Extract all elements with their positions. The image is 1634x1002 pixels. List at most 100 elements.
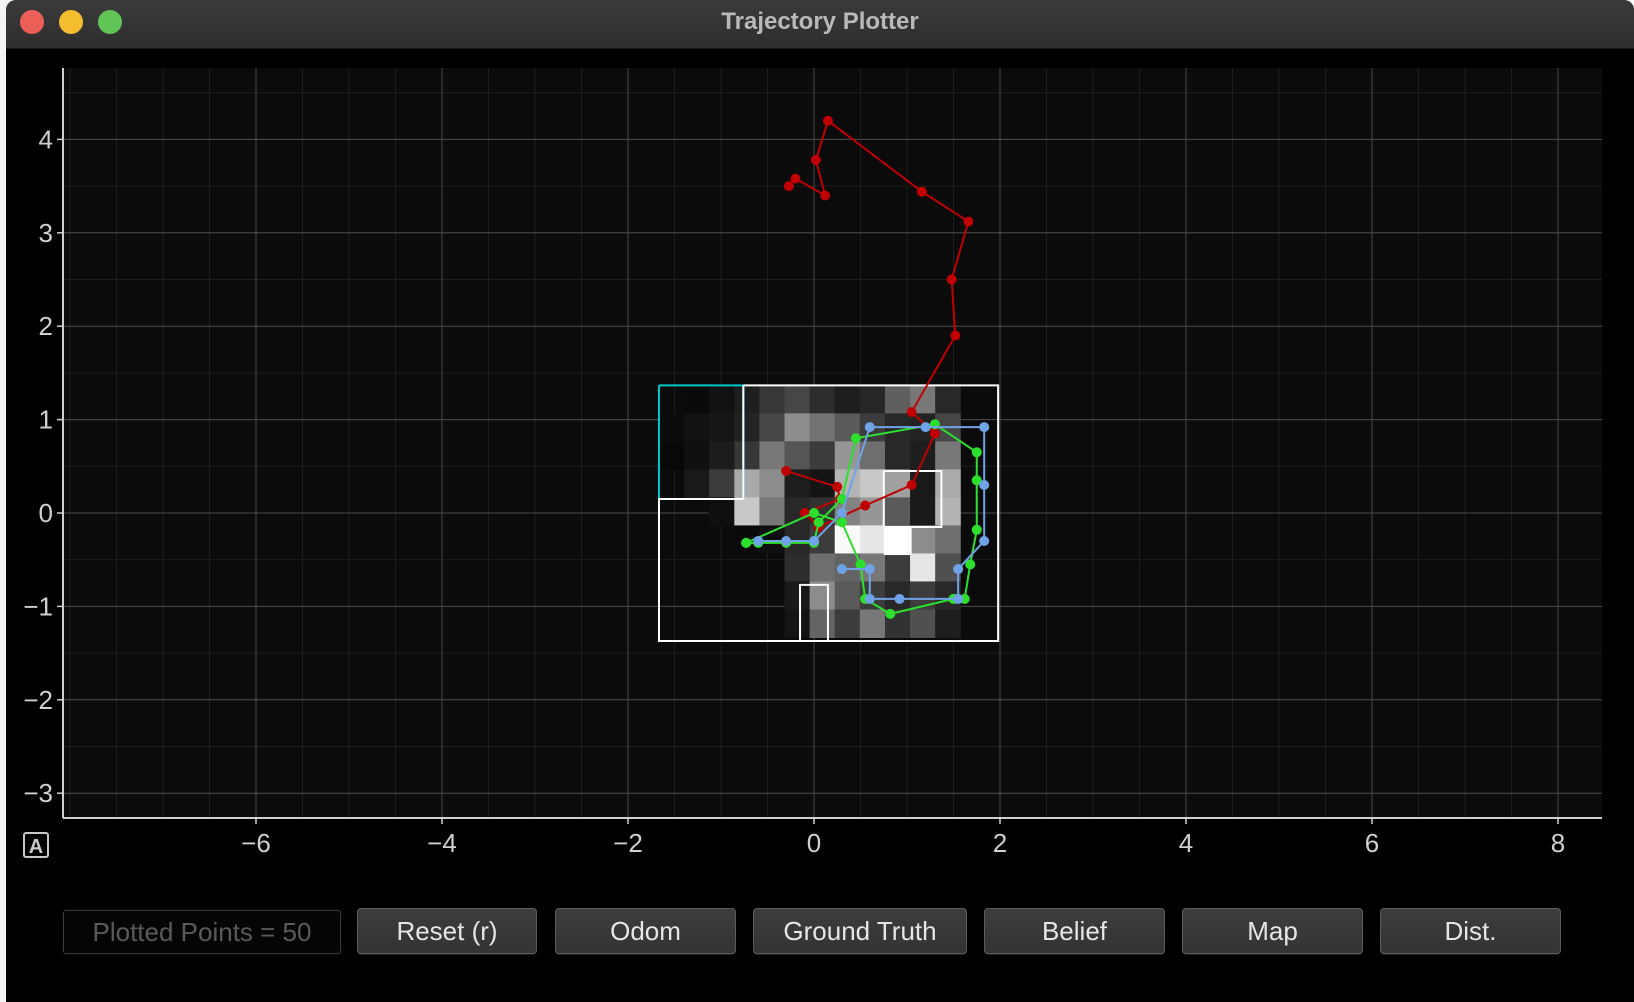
data-point	[860, 500, 871, 511]
map-cell	[884, 441, 911, 470]
trajectory-plotter-window: Trajectory Plotter −6 −4 −2 0 2 4 6 8 −3 −2 −1 0 1 2 3…	[6, 0, 1634, 1002]
bright-cell	[883, 527, 912, 556]
map-cell	[884, 385, 911, 414]
data-point	[753, 536, 764, 547]
data-point	[810, 154, 821, 165]
minimize-button[interactable]	[59, 10, 83, 34]
y-tick-label: 1	[39, 405, 53, 435]
map-cell	[809, 441, 836, 470]
data-point	[836, 517, 847, 528]
map-cell	[935, 609, 961, 639]
odom-button[interactable]: Odom	[555, 908, 736, 954]
x-tick-label: 0	[807, 828, 821, 858]
map-cell	[935, 385, 961, 414]
map-cell	[709, 413, 735, 442]
map-cell	[658, 413, 685, 442]
background-window-edge	[0, 0, 8, 1002]
map-cell	[910, 609, 936, 639]
map-cell	[809, 413, 836, 442]
map-cell	[910, 497, 936, 526]
map-cell	[935, 441, 961, 470]
map-cell	[684, 385, 710, 414]
map-cell	[734, 497, 760, 526]
map-cell	[709, 497, 735, 526]
data-point	[894, 593, 905, 604]
map-cell	[734, 385, 760, 414]
data-point	[971, 524, 982, 535]
map-cell	[910, 441, 936, 470]
data-point	[741, 537, 752, 548]
map-cell	[809, 469, 836, 498]
map-cell	[809, 385, 836, 414]
map-cell	[759, 413, 786, 442]
y-tick-label: 3	[39, 218, 53, 248]
x-tick-label: 2	[993, 828, 1007, 858]
data-point	[929, 428, 940, 439]
map-cell	[734, 413, 760, 442]
data-point	[864, 593, 875, 604]
data-point	[971, 475, 982, 486]
map-button[interactable]: Map	[1182, 908, 1363, 954]
y-tick-label: 2	[39, 311, 53, 341]
map-cell	[734, 441, 760, 470]
map-cell	[935, 469, 961, 498]
data-point	[971, 447, 982, 458]
data-point	[979, 422, 990, 433]
map-cell	[884, 497, 911, 526]
reset-button[interactable]: Reset (r)	[357, 908, 537, 954]
data-point	[850, 433, 861, 444]
map-cell	[784, 385, 811, 414]
dist-button[interactable]: Dist.	[1380, 908, 1561, 954]
data-point	[963, 216, 974, 227]
map-cell	[759, 469, 786, 498]
map-obstacle	[799, 583, 829, 641]
close-button[interactable]	[20, 10, 44, 34]
zoom-button[interactable]	[98, 10, 122, 34]
data-point	[965, 559, 976, 570]
map-outer-wall	[657, 384, 1000, 642]
map-cell	[834, 525, 861, 554]
map-cell	[809, 581, 836, 610]
x-tick-label: −6	[241, 828, 271, 858]
map-cell	[809, 609, 836, 639]
map-cell	[759, 385, 786, 414]
auto-range-button[interactable]: A	[23, 832, 49, 858]
x-tick-label: 8	[1551, 828, 1565, 858]
data-point	[790, 173, 801, 184]
map-cell	[910, 525, 936, 554]
map-cell	[834, 441, 861, 470]
map-cell	[709, 385, 735, 414]
data-point	[906, 479, 917, 490]
map-cell	[684, 469, 710, 498]
trajectory-series	[741, 115, 990, 619]
x-tick-label: 6	[1365, 828, 1379, 858]
y-tick-label: −3	[23, 778, 53, 808]
data-point	[813, 517, 824, 528]
belief-button[interactable]: Belief	[984, 908, 1165, 954]
map-cell	[784, 441, 811, 470]
map-cell	[684, 441, 710, 470]
map-cell	[834, 581, 861, 610]
map-cell	[759, 525, 786, 554]
data-point	[783, 181, 794, 192]
data-point	[836, 564, 847, 575]
ground-truth-button[interactable]: Ground Truth	[753, 908, 967, 954]
data-point	[920, 422, 931, 433]
map-cell	[910, 553, 936, 582]
series-belief	[753, 422, 990, 604]
map-cell	[884, 469, 911, 498]
data-point	[832, 481, 843, 492]
map-cell	[784, 553, 811, 582]
trajectory-plot[interactable]: −6 −4 −2 0 2 4 6 8 −3 −2 −1 0 1 2 3 4	[6, 50, 1634, 930]
data-point	[916, 186, 927, 197]
data-point	[809, 536, 819, 547]
map-walls	[657, 384, 1000, 642]
map-cell	[859, 385, 886, 414]
data-point	[906, 407, 917, 418]
map-cell	[759, 497, 786, 526]
map-cell	[834, 609, 861, 639]
map-cell	[859, 525, 886, 554]
map-cell	[784, 413, 811, 442]
data-point	[836, 493, 847, 504]
data-point	[979, 479, 990, 490]
